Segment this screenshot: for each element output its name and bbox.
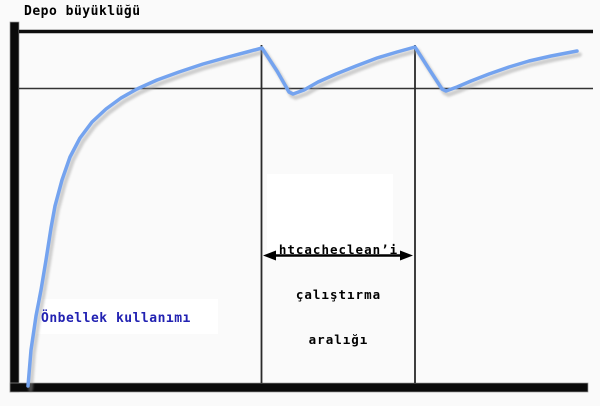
curve-label-background [36,299,218,334]
interval-label-background [267,174,393,258]
y-axis-bar [9,21,20,393]
interval-label-line-2: çalıştırma [295,287,382,302]
y-axis-title: Depo büyüklüğü [24,4,141,19]
interval-label-line-3: aralığı [308,332,369,347]
interval-label: htcacheclean’i çalıştırma aralığı [262,212,415,377]
cache-usage-curve [26,45,579,388]
curve-label: Önbellek kullanımı [41,311,191,326]
interval-label-line-1: htcacheclean’i [278,242,399,257]
x-axis-bar [9,382,589,393]
interval-arrow-head-left [263,250,276,261]
interval-arrow-head-right [400,250,413,261]
